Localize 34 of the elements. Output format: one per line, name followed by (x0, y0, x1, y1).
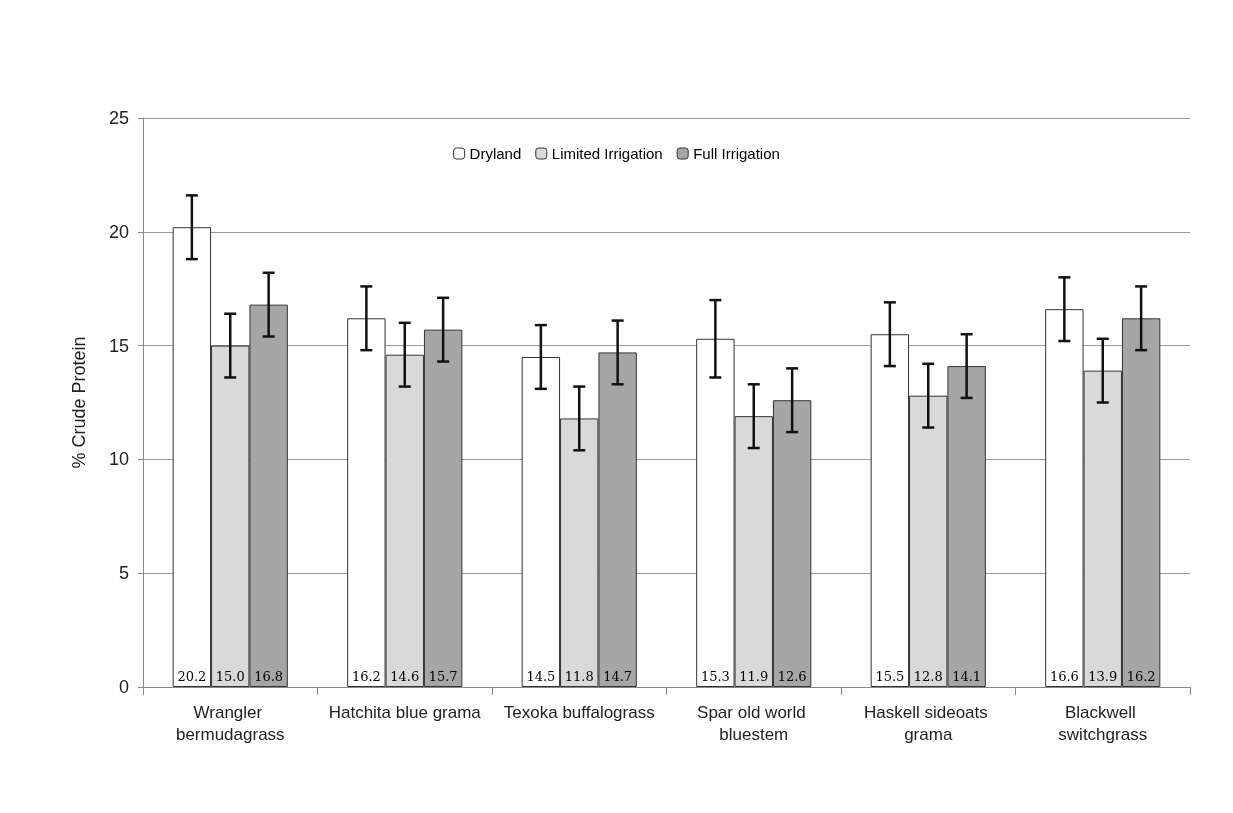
y-tick-label: 15 (108, 335, 129, 356)
data-label: 13.9 (1088, 669, 1118, 684)
data-label: 20.2 (177, 669, 207, 684)
data-label: 16.8 (254, 669, 284, 684)
y-tick-label: 20 (108, 221, 129, 242)
data-label: 14.1 (952, 669, 982, 684)
data-label: 15.5 (875, 669, 905, 684)
legend-label: Dryland (469, 145, 522, 162)
y-tick-label: 10 (108, 449, 129, 470)
y-tick-label: 0 (118, 677, 129, 697)
x-tick-label: Wrangler bermudagrass (175, 702, 285, 744)
data-label: 12.8 (913, 669, 943, 684)
data-label: 16.6 (1049, 669, 1079, 684)
data-label: 11.9 (739, 669, 769, 684)
y-tick-label: 5 (118, 563, 129, 584)
legend-label: Limited Irrigation (551, 145, 663, 162)
x-tick-label: Haskell sideoats grama (863, 702, 993, 744)
data-label: 12.6 (777, 669, 807, 684)
y-tick-label: 25 (108, 108, 129, 128)
data-label: 16.2 (351, 669, 381, 684)
data-label: 16.2 (1126, 669, 1156, 684)
data-label: 14.7 (603, 669, 633, 684)
x-tick-label: Texoka buffalograss (503, 702, 655, 722)
data-label: 14.6 (390, 669, 420, 684)
legend-label: Full Irrigation (693, 145, 780, 162)
data-label: 15.3 (700, 669, 730, 684)
y-axis-title: % Crude Protein (69, 336, 89, 469)
x-tick-label: Blackwell switchgrass (1058, 702, 1148, 744)
x-tick-label: Hatchita blue grama (328, 702, 482, 722)
data-label: 15.7 (428, 669, 458, 684)
data-label: 14.5 (526, 669, 556, 684)
data-label: 15.0 (215, 669, 245, 684)
x-tick-label: Spar old world bluestem (697, 702, 811, 744)
data-label: 11.8 (564, 669, 594, 684)
